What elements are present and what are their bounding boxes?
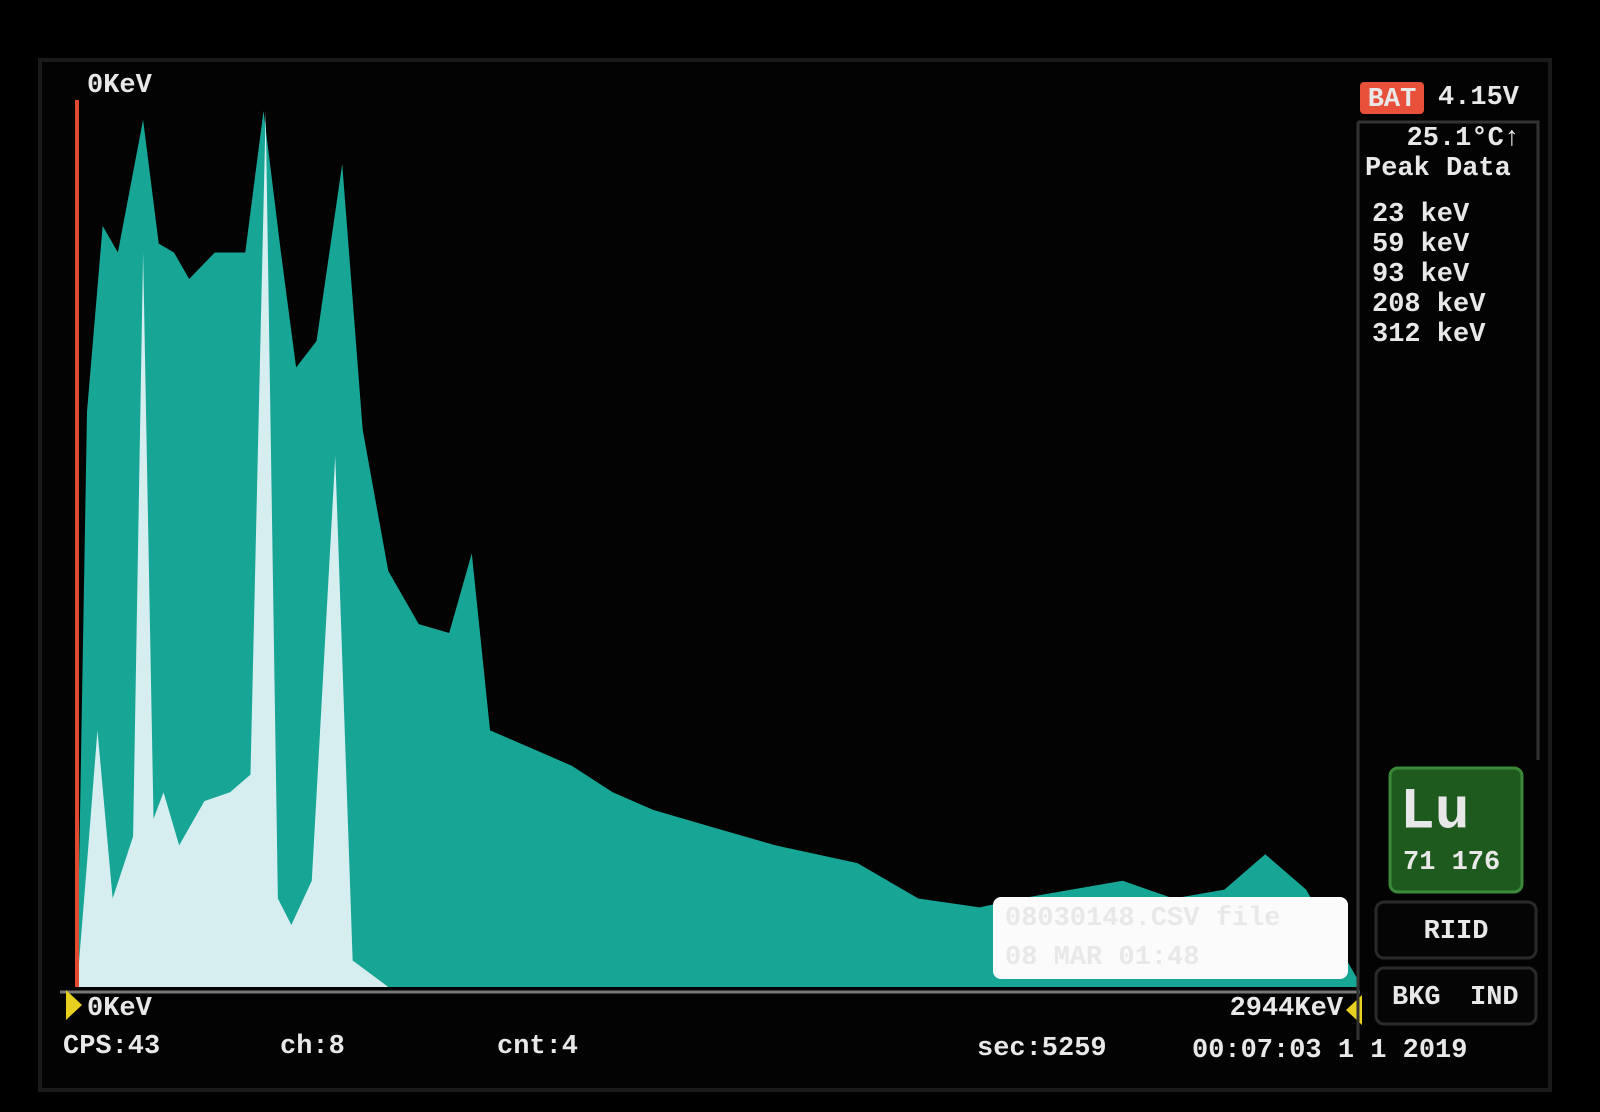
popup-file: 08030148.CSV file bbox=[1005, 904, 1280, 934]
peak: 208 keV bbox=[1372, 290, 1486, 320]
x-tick-label: 0KeV bbox=[87, 994, 153, 1024]
ind-label[interactable]: IND bbox=[1470, 983, 1519, 1013]
riid-button[interactable] bbox=[1374, 900, 1538, 960]
battery-badge bbox=[1360, 82, 1424, 114]
status-ch: ch:8 bbox=[280, 1032, 345, 1062]
peak: 312 keV bbox=[1372, 320, 1486, 350]
status-cnt: cnt:4 bbox=[497, 1032, 578, 1062]
riid-label[interactable]: RIID bbox=[1424, 917, 1489, 947]
temperature: 25.1°C↑ bbox=[1407, 124, 1520, 154]
spectrum-area bbox=[77, 110, 1357, 988]
popup-date: 08 MAR 01:48 bbox=[1005, 943, 1199, 973]
cursor-label: 0KeV bbox=[87, 71, 153, 101]
bkg-label[interactable]: BKG bbox=[1392, 983, 1441, 1013]
popup bbox=[993, 897, 1348, 979]
peak: 59 keV bbox=[1372, 230, 1470, 260]
battery-label: BAT bbox=[1368, 85, 1417, 115]
x-tick-label: 2944KeV bbox=[1230, 994, 1344, 1024]
voltage: 4.15V bbox=[1438, 83, 1520, 113]
element-numbers: 71 176 bbox=[1403, 848, 1500, 878]
element-box bbox=[1388, 766, 1524, 894]
peak-title: Peak Data bbox=[1365, 154, 1511, 184]
status-cps: CPS:43 bbox=[63, 1032, 160, 1062]
element-symbol: Lu bbox=[1400, 780, 1470, 845]
status-clock: 00:07:03 1 1 2019 bbox=[1192, 1036, 1467, 1066]
plot-area bbox=[75, 100, 1357, 988]
peak: 23 keV bbox=[1372, 200, 1470, 230]
left-marker bbox=[66, 990, 82, 1020]
spectrum-area bbox=[77, 110, 491, 988]
bkg-ind-button[interactable] bbox=[1374, 966, 1538, 1026]
peak: 93 keV bbox=[1372, 260, 1470, 290]
panel-border bbox=[1356, 120, 1540, 1040]
status-sec: sec:5259 bbox=[977, 1034, 1107, 1064]
